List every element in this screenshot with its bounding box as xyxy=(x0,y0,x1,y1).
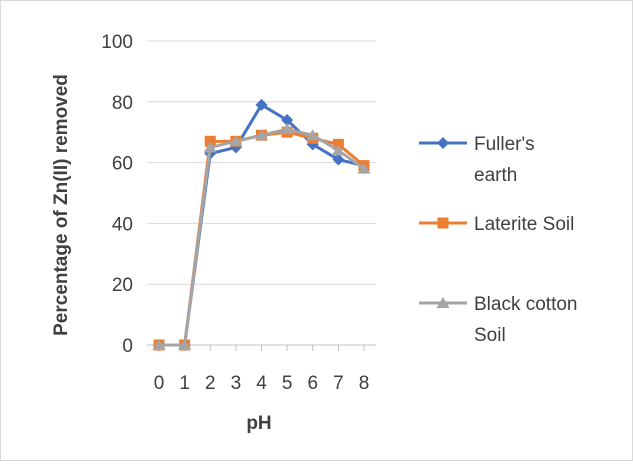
legend-marker xyxy=(436,297,450,308)
x-tick-label: 2 xyxy=(205,373,216,394)
legend-label: Laterite Soil xyxy=(474,214,574,235)
legend-item: Laterite Soil xyxy=(419,214,574,235)
legend-marker xyxy=(437,217,449,229)
y-axis-title: Percentage of Zn(II) removed xyxy=(51,74,72,336)
legend: Fuller's earth Laterite Soil Black cotton So… xyxy=(419,134,578,346)
series-layer xyxy=(152,98,371,351)
y-tick-label: 80 xyxy=(112,93,133,114)
series-line xyxy=(159,127,365,347)
legend-label: Black cotton Soil xyxy=(474,294,578,346)
x-tick-label: 3 xyxy=(231,373,242,394)
data-point xyxy=(255,98,268,111)
y-tick-label: 100 xyxy=(101,32,133,53)
data-point xyxy=(152,339,166,350)
legend-item: Fuller's earth xyxy=(419,134,535,186)
legend-item: Black cotton Soil xyxy=(419,294,578,346)
x-tick-label: 1 xyxy=(179,373,190,394)
x-tick-label: 8 xyxy=(359,373,370,394)
legend-label: Fuller's earth xyxy=(474,134,535,186)
data-point xyxy=(332,153,345,166)
x-axis-title: pH xyxy=(246,413,271,434)
x-tick-label: 5 xyxy=(282,373,293,394)
y-tick-label: 20 xyxy=(112,275,133,296)
data-point xyxy=(280,123,294,135)
data-point xyxy=(204,135,216,147)
data-point xyxy=(306,129,320,141)
y-tick-label: 60 xyxy=(112,154,133,175)
data-point xyxy=(203,141,217,153)
y-tick-label: 40 xyxy=(112,214,133,235)
legend-marker xyxy=(437,137,449,149)
data-point xyxy=(332,138,344,150)
series-triangle xyxy=(152,123,371,350)
data-point xyxy=(178,339,192,350)
x-tick-label: 4 xyxy=(256,373,267,394)
x-tick-label: 7 xyxy=(333,373,344,394)
data-point xyxy=(229,135,243,147)
y-tick-label: 0 xyxy=(122,336,133,357)
gridlines xyxy=(147,40,376,285)
data-point xyxy=(357,162,371,174)
x-tick-label: 6 xyxy=(307,373,318,394)
data-point xyxy=(255,129,268,141)
data-point xyxy=(331,144,345,156)
data-point xyxy=(281,114,294,127)
x-tick-label: 0 xyxy=(154,373,165,394)
